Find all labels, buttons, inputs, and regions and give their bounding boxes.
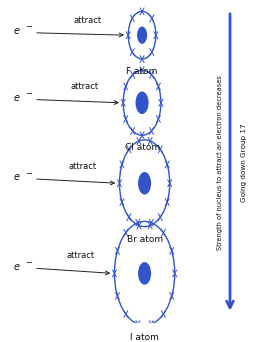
Text: −: − (25, 23, 32, 31)
Text: −: − (25, 89, 32, 98)
Text: Cl atom: Cl atom (124, 143, 160, 152)
Ellipse shape (136, 92, 149, 114)
Text: e: e (14, 172, 20, 182)
Ellipse shape (138, 262, 151, 285)
Text: Br atom: Br atom (126, 235, 163, 244)
Ellipse shape (137, 27, 147, 44)
Text: attract: attract (67, 251, 94, 260)
Text: −: − (25, 258, 32, 267)
Text: e: e (14, 26, 20, 36)
Text: −: − (25, 169, 32, 177)
Text: attract: attract (69, 162, 97, 171)
Text: F atom: F atom (126, 67, 158, 76)
Text: Strength of nucleus to attract an electron decreases: Strength of nucleus to attract an electr… (217, 75, 223, 250)
Text: I atom: I atom (130, 333, 159, 342)
Ellipse shape (138, 172, 151, 195)
Text: Going down Group 17: Going down Group 17 (241, 123, 247, 202)
Text: attract: attract (71, 82, 99, 92)
Text: attract: attract (73, 16, 102, 25)
Text: e: e (14, 262, 20, 272)
Text: e: e (14, 93, 20, 103)
